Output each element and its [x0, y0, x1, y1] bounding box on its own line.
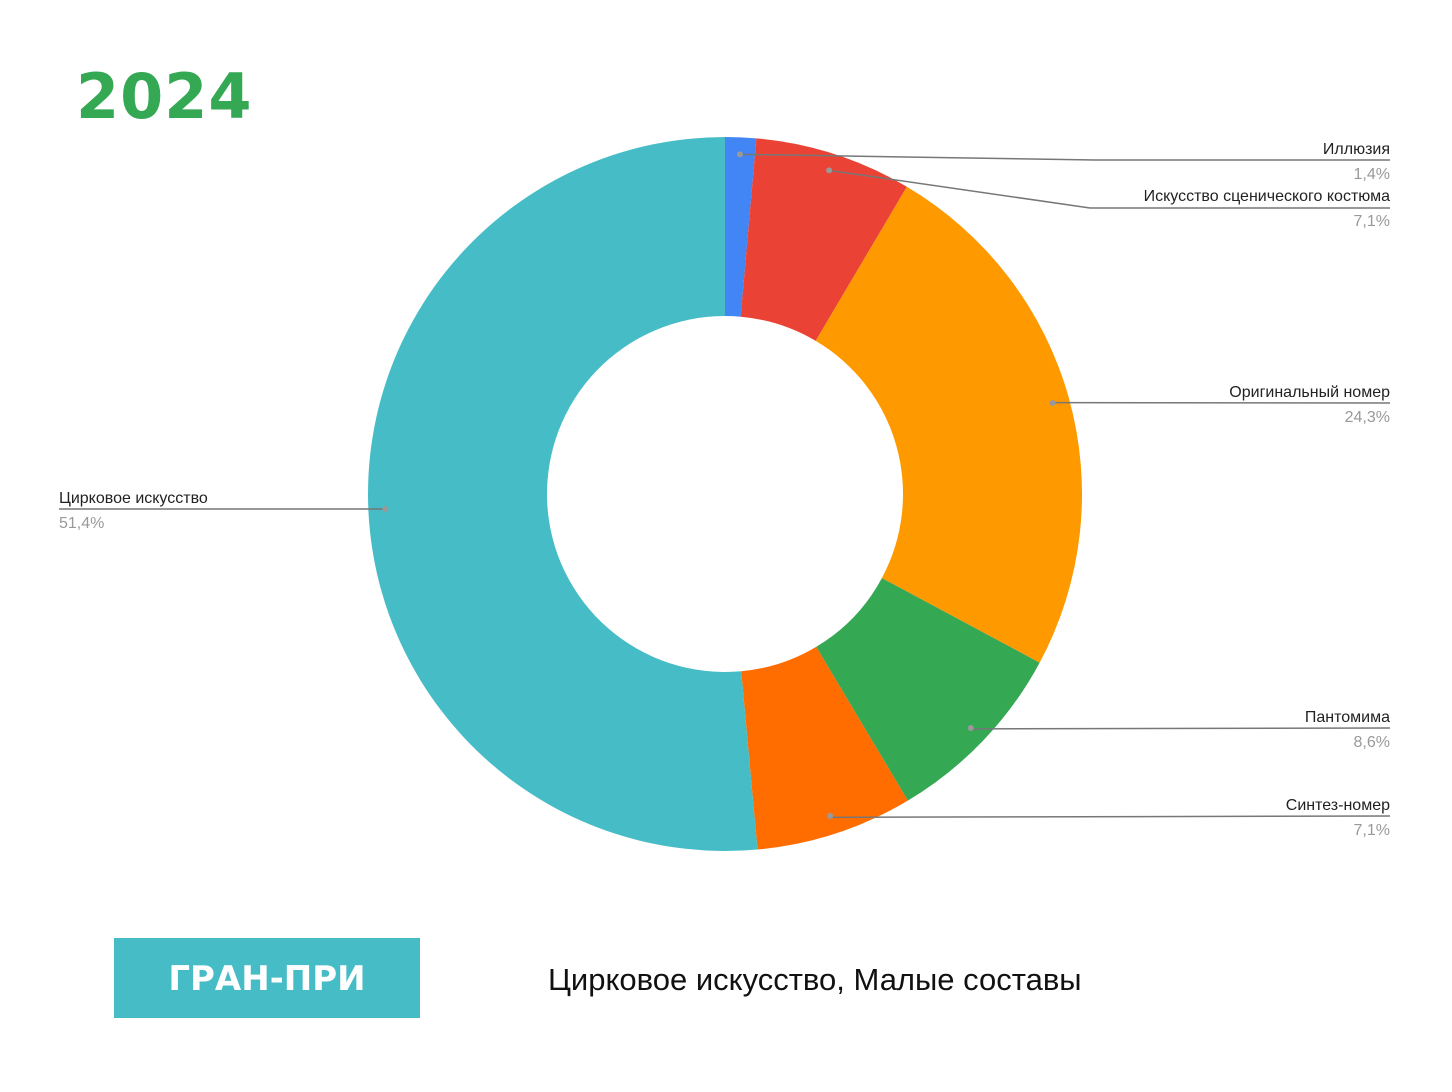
value-label: 24,3% [1345, 409, 1390, 426]
leader-line [739, 153, 1390, 161]
value-label: 51,4% [59, 515, 104, 532]
label: Синтез-номер [1286, 797, 1390, 814]
badge: ГРАН-ПРИ [168, 959, 365, 999]
leader-dot [826, 167, 833, 174]
badge-box [114, 938, 420, 1018]
value-label: 7,1% [1354, 213, 1390, 230]
label: Искусство сценического костюма [1144, 188, 1391, 205]
leader-dot [382, 506, 389, 512]
label: Оригинальный номер [1229, 384, 1390, 401]
label: Цирковое искусство [59, 490, 208, 507]
chart-title: Цирковое искусство, Малые составы [548, 962, 1082, 997]
slice [740, 138, 907, 341]
leader-dot [1049, 400, 1056, 406]
slice [368, 137, 758, 851]
leader-dot [967, 725, 974, 731]
leader-line [829, 169, 1390, 209]
leader-line [830, 815, 1391, 819]
leader-line [970, 727, 1391, 730]
label: Пантомима [1305, 709, 1390, 726]
year: 2024 [76, 60, 253, 133]
value-label: 8,6% [1354, 734, 1390, 751]
leader-dot [736, 151, 743, 158]
value-label: 1,4% [1354, 166, 1390, 183]
slice [816, 578, 1040, 801]
value-label: 7,1% [1354, 822, 1390, 839]
slice [725, 137, 757, 317]
label: Иллюзия [1323, 141, 1390, 158]
slice [741, 646, 908, 850]
slice [815, 186, 1082, 663]
leader-dot [827, 813, 834, 819]
